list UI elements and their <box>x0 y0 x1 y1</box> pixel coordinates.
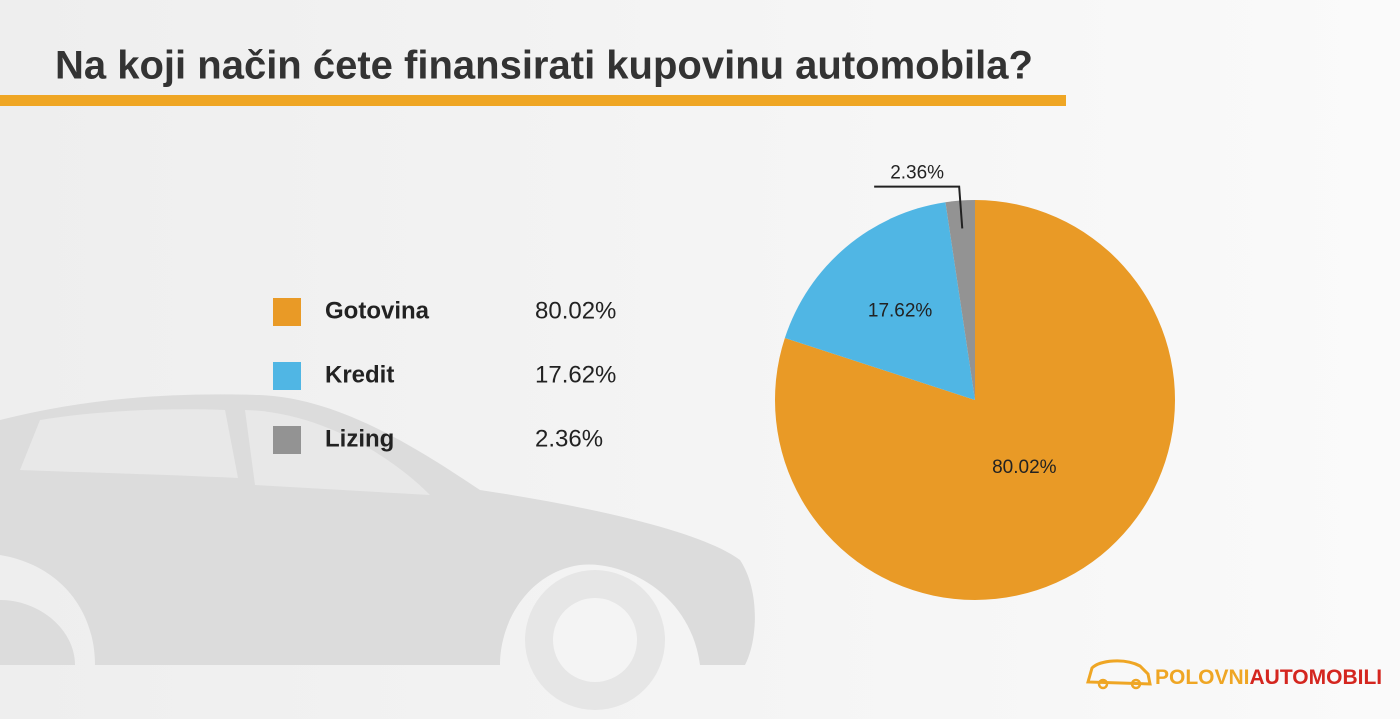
logo: POLOVNIAUTOMOBILI <box>1086 659 1382 690</box>
slice-label: 17.62% <box>868 300 933 321</box>
logo-icon <box>1130 678 1142 690</box>
logo-icon <box>1097 678 1109 690</box>
legend-value: 17.62% <box>535 361 616 388</box>
legend-swatch <box>273 298 301 326</box>
logo-text: POLOVNIAUTOMOBILI <box>1155 666 1382 689</box>
leader-line <box>874 185 964 229</box>
legend-value: 2.36% <box>535 425 603 452</box>
car-silhouette <box>0 394 755 710</box>
legend-label: Lizing <box>325 425 394 452</box>
pie-slice <box>784 202 975 400</box>
logo-part: POLOVNI <box>1155 666 1250 689</box>
chart-title: Na koji način ćete finansirati kupovinu … <box>55 44 1033 88</box>
pie-slice <box>945 200 975 400</box>
title-underline <box>0 95 1066 106</box>
pie: 80.02% 17.62% 2.36% <box>774 163 1175 600</box>
logo-part: AUTOMOBILI <box>1250 666 1383 689</box>
legend-value: 80.02% <box>535 297 616 324</box>
legend-label: Kredit <box>325 361 394 388</box>
slice-label: 2.36% <box>890 163 944 184</box>
legend-swatch <box>273 426 301 454</box>
slice-label: 80.02% <box>992 457 1057 478</box>
logo-icon <box>1086 659 1152 686</box>
legend-label: Gotovina <box>325 297 430 324</box>
legend-swatch <box>273 362 301 390</box>
legend: Gotovina 80.02% Kredit 17.62% Lizing 2.36% <box>273 297 616 454</box>
